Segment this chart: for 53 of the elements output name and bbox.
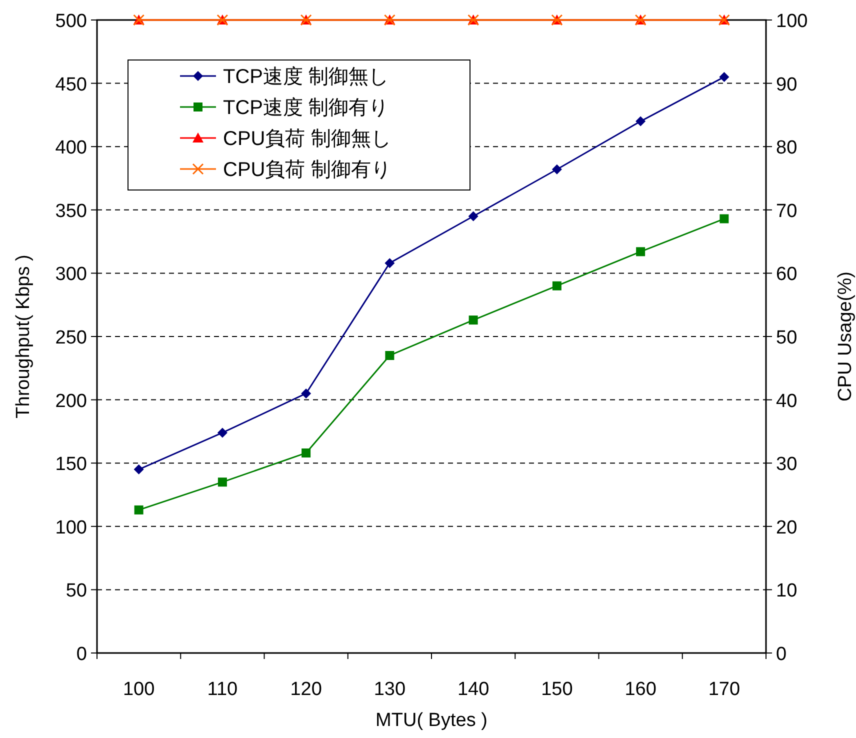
y-tick-label: 0 — [76, 644, 87, 665]
point — [552, 164, 562, 174]
point — [217, 428, 228, 438]
y2-axis-title: CPU Usage(%) — [835, 272, 856, 402]
x-tick-label: 160 — [624, 679, 656, 700]
y2-tick-label: 100 — [776, 11, 808, 32]
point — [552, 281, 562, 290]
x-tick-label: 120 — [290, 679, 322, 700]
x-tick-label: 150 — [541, 679, 573, 700]
y2-tick-label: 40 — [776, 390, 798, 412]
x-tick-label: 130 — [374, 679, 406, 700]
y2-tick-label: 20 — [776, 517, 798, 538]
legend-label: CPU負荷 制御有り — [223, 159, 391, 181]
x-tick-label: 170 — [708, 679, 740, 700]
y2-tick-label: 80 — [776, 138, 798, 159]
y-tick-label: 500 — [55, 11, 87, 32]
y2-tick-label: 10 — [776, 580, 798, 602]
y2-tick-label: 60 — [776, 264, 798, 286]
x-tick-label: 110 — [207, 679, 238, 700]
legend-label: TCP速度 制御有り — [223, 97, 389, 119]
y-tick-label: 50 — [66, 580, 87, 602]
point — [134, 464, 144, 474]
y2-tick-label: 0 — [776, 644, 787, 665]
point — [719, 72, 730, 82]
y-tick-label: 450 — [55, 74, 87, 96]
point — [134, 505, 144, 514]
legend-label: CPU負荷 制御無し — [223, 128, 391, 150]
y-tick-label: 200 — [55, 390, 87, 412]
y-tick-label: 100 — [55, 517, 87, 538]
y2-tick-label: 30 — [776, 454, 798, 476]
y-tick-label: 350 — [55, 200, 87, 222]
point — [636, 116, 646, 126]
y-axis-title: Throughput( Kbps ) — [13, 254, 34, 418]
point — [301, 388, 312, 398]
point — [468, 211, 478, 222]
point — [218, 478, 227, 487]
y2-tick-label: 70 — [776, 200, 798, 222]
point — [720, 214, 729, 224]
point — [302, 448, 311, 458]
point — [636, 247, 646, 256]
y-tick-label: 150 — [55, 454, 87, 476]
y2-tick-label: 50 — [776, 328, 798, 348]
y-tick-label: 300 — [55, 264, 87, 286]
x-axis-title: MTU( Bytes ) — [376, 710, 488, 731]
x-tick-label: 100 — [122, 679, 155, 700]
legend-label: TCP速度 制御無し — [223, 66, 389, 88]
y-tick-label: 400 — [55, 138, 87, 159]
point — [384, 258, 395, 268]
y-tick-label: 250 — [55, 328, 87, 348]
x-tick-label: 140 — [457, 679, 490, 700]
point — [468, 316, 478, 325]
y2-tick-label: 90 — [776, 74, 798, 96]
point — [385, 350, 394, 360]
